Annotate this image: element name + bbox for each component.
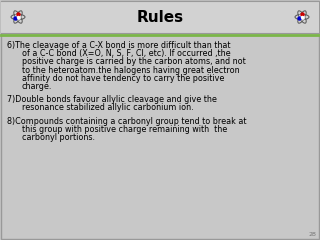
Circle shape: [15, 14, 21, 20]
Text: Rules: Rules: [136, 10, 184, 24]
Text: carbonyl portions.: carbonyl portions.: [22, 133, 95, 142]
Text: 8)Compounds containing a carbonyl group tend to break at: 8)Compounds containing a carbonyl group …: [7, 117, 246, 126]
Text: affinity do not have tendency to carry the positive: affinity do not have tendency to carry t…: [22, 74, 224, 83]
Text: 6)The cleavage of a C-X bond is more difficult than that: 6)The cleavage of a C-X bond is more dif…: [7, 41, 230, 50]
Text: of a C-C bond (X=O, N, S, F, Cl, etc). If occurred ,the: of a C-C bond (X=O, N, S, F, Cl, etc). I…: [22, 49, 231, 58]
Text: positive charge is carried by the carbon atoms, and not: positive charge is carried by the carbon…: [22, 57, 246, 66]
Text: charge.: charge.: [22, 82, 52, 91]
FancyBboxPatch shape: [1, 1, 319, 33]
Circle shape: [299, 14, 305, 20]
Text: 28: 28: [308, 232, 316, 237]
Text: resonance stabilized allylic carbonium ion.: resonance stabilized allylic carbonium i…: [22, 103, 194, 112]
Text: 7)Double bonds favour allylic cleavage and give the: 7)Double bonds favour allylic cleavage a…: [7, 95, 217, 104]
Text: to the heteroatom.the halogens having great electron: to the heteroatom.the halogens having gr…: [22, 66, 240, 75]
Text: this group with positive charge remaining with  the: this group with positive charge remainin…: [22, 125, 227, 134]
